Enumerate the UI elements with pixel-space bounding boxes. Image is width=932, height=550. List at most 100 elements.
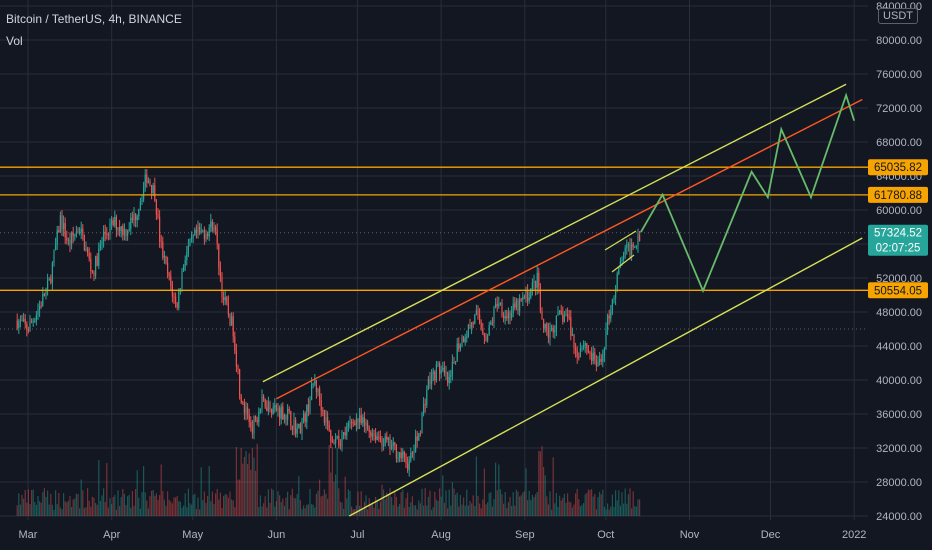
trend-drawings[interactable] bbox=[262, 83, 863, 517]
volume-bar bbox=[149, 495, 151, 516]
volume-bar bbox=[587, 489, 589, 516]
candle-body bbox=[383, 444, 385, 446]
candle-body bbox=[229, 314, 231, 326]
volume-bar bbox=[195, 508, 197, 516]
volume-bar bbox=[603, 506, 605, 516]
candle-body bbox=[504, 316, 506, 319]
symbol-title[interactable]: Bitcoin / TetherUS, 4h, BINANCE bbox=[6, 12, 182, 26]
candle-body bbox=[538, 272, 540, 287]
candle-body bbox=[239, 369, 241, 396]
volume-bar bbox=[26, 502, 28, 516]
volume-bar bbox=[250, 469, 252, 516]
candle-body bbox=[514, 303, 516, 308]
candle-body bbox=[312, 383, 314, 385]
time-axis[interactable]: Mar Apr May Jun Jul Aug Sep Oct Nov Dec 2022 bbox=[0, 522, 868, 550]
volume-bar bbox=[362, 509, 364, 516]
volume-bar bbox=[432, 507, 434, 516]
volume-bar bbox=[165, 505, 167, 516]
candle-body bbox=[464, 338, 466, 343]
candle-body bbox=[603, 348, 605, 356]
candle-body bbox=[443, 367, 445, 374]
time-tick-label: Apr bbox=[103, 529, 120, 541]
candle-body bbox=[418, 433, 420, 441]
volume-bar bbox=[515, 489, 517, 516]
candle-body bbox=[171, 286, 173, 297]
volume-bar bbox=[155, 493, 157, 516]
candle-body bbox=[288, 409, 290, 411]
candle-body bbox=[213, 227, 215, 232]
candle-body bbox=[224, 297, 226, 301]
volume-bar bbox=[634, 506, 636, 516]
candles bbox=[16, 169, 641, 477]
volume-bar bbox=[411, 496, 413, 516]
candle-body bbox=[90, 258, 92, 271]
candle-body bbox=[459, 345, 461, 349]
candle-body bbox=[480, 323, 482, 329]
volume-bar bbox=[291, 488, 293, 516]
volume-indicator-label[interactable]: Vol bbox=[6, 34, 23, 48]
candle-body bbox=[611, 299, 613, 312]
candle-body bbox=[162, 242, 164, 258]
candle-body bbox=[415, 436, 417, 452]
volume-bar bbox=[351, 506, 353, 516]
candle-body bbox=[619, 261, 621, 268]
volume-bar bbox=[407, 492, 409, 516]
flag-lower-line bbox=[611, 254, 635, 273]
candle-body bbox=[186, 252, 188, 261]
currency-badge[interactable]: USDT bbox=[878, 8, 918, 24]
candle-body bbox=[365, 422, 367, 426]
candle-body bbox=[615, 289, 617, 299]
candle-body bbox=[218, 243, 220, 268]
candle-body bbox=[600, 358, 602, 362]
candle-body bbox=[503, 315, 505, 319]
candle-body bbox=[99, 244, 101, 249]
candle-body bbox=[219, 267, 221, 277]
volume-bar bbox=[154, 495, 156, 516]
volume-bar bbox=[555, 493, 557, 516]
price-tick-label: 80000.00 bbox=[876, 35, 922, 47]
volume-bar bbox=[363, 501, 365, 516]
volume-bar bbox=[427, 496, 429, 516]
candle-body bbox=[114, 216, 116, 226]
volume-bar bbox=[99, 501, 101, 516]
volume-bar bbox=[415, 505, 417, 516]
volume-bar bbox=[434, 491, 436, 516]
candle-body bbox=[427, 378, 429, 390]
volume-bar bbox=[408, 506, 410, 516]
candle-body bbox=[175, 296, 177, 303]
volume-bar bbox=[424, 488, 426, 516]
candle-body bbox=[351, 421, 353, 423]
volume-bar bbox=[410, 502, 412, 516]
volume-bar bbox=[487, 502, 489, 516]
volume-bar bbox=[290, 495, 292, 516]
volume-bar bbox=[381, 484, 383, 516]
volume-bar bbox=[266, 507, 268, 516]
candle-body bbox=[411, 452, 413, 454]
price-tick-label: 48000.00 bbox=[876, 307, 922, 319]
price-axis[interactable]: 84000.0080000.0076000.0072000.0068000.00… bbox=[868, 0, 932, 550]
horizontal-levels[interactable] bbox=[0, 166, 868, 291]
candle-body bbox=[488, 324, 490, 336]
volume-bar bbox=[93, 497, 95, 516]
candle-body bbox=[215, 227, 217, 231]
volume-bar bbox=[114, 494, 116, 516]
candle-body bbox=[290, 410, 292, 426]
volume-bar bbox=[40, 502, 42, 516]
volume-bar bbox=[583, 503, 585, 516]
candle-body bbox=[407, 463, 409, 470]
candle-body bbox=[461, 336, 463, 346]
time-tick-label: Mar bbox=[19, 529, 38, 541]
candle-body bbox=[240, 395, 242, 403]
volume-bar bbox=[360, 491, 362, 516]
volume-bar bbox=[610, 506, 612, 516]
candle-body bbox=[557, 312, 559, 316]
candle-body bbox=[463, 336, 465, 343]
volume-bar bbox=[178, 501, 180, 516]
candle-body bbox=[91, 270, 93, 273]
candle-body bbox=[485, 336, 487, 341]
volume-bar bbox=[271, 488, 273, 516]
volume-bar bbox=[175, 497, 177, 516]
volume-bar bbox=[259, 495, 261, 516]
